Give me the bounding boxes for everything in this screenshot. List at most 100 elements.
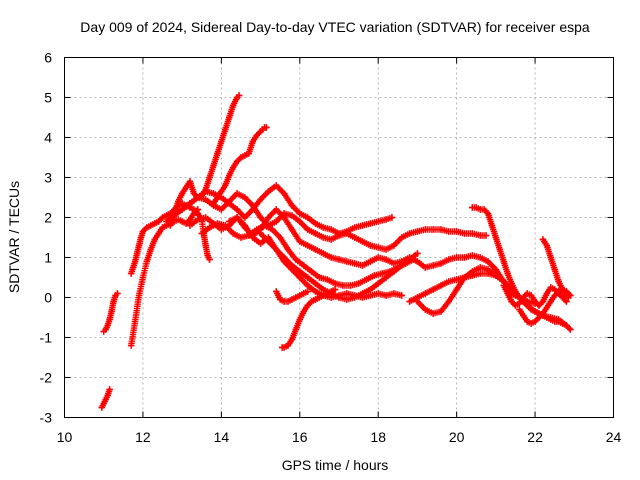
data-point	[292, 326, 300, 333]
data-point	[527, 306, 535, 313]
data-point	[284, 246, 292, 253]
y-tick-label: 6	[44, 50, 52, 66]
data-point	[312, 246, 319, 253]
data-point	[543, 304, 551, 311]
data-point	[461, 230, 468, 237]
data-point	[229, 230, 237, 237]
data-point	[304, 274, 311, 281]
data-point	[226, 198, 233, 205]
data-point	[222, 126, 229, 133]
data-point	[167, 222, 174, 229]
data-point	[237, 234, 245, 241]
data-point	[237, 154, 245, 161]
data-point	[296, 274, 303, 281]
data-point	[300, 262, 307, 269]
data-point	[222, 182, 229, 189]
series-arc-19	[500, 282, 570, 309]
data-point	[304, 214, 311, 221]
data-point	[106, 386, 113, 393]
data-point	[476, 254, 484, 261]
data-point	[375, 244, 382, 251]
data-point	[535, 314, 543, 321]
data-point	[280, 214, 288, 221]
data-point	[143, 224, 151, 231]
data-point	[371, 272, 378, 279]
data-point	[194, 194, 202, 201]
chart-title: Day 009 of 2024, Sidereal Day-to-day VTE…	[80, 19, 590, 35]
x-tick-label: 20	[449, 429, 465, 445]
data-point	[437, 308, 445, 315]
data-point	[304, 226, 311, 233]
data-point	[139, 274, 147, 281]
y-tick-label: 3	[44, 170, 52, 186]
data-point	[288, 226, 296, 233]
data-point	[175, 198, 182, 205]
data-point	[531, 318, 539, 325]
series-arc-16	[414, 264, 500, 317]
data-point	[129, 264, 137, 271]
y-tick-label: 1	[44, 250, 52, 266]
data-point	[131, 318, 139, 325]
data-point	[204, 252, 211, 259]
data-point	[355, 280, 362, 287]
data-point	[453, 228, 460, 235]
data-point	[284, 298, 292, 305]
data-point	[288, 296, 296, 303]
data-point	[367, 242, 374, 249]
data-point	[190, 210, 198, 217]
data-point	[422, 264, 429, 271]
data-point	[484, 258, 492, 265]
data-point	[398, 292, 405, 299]
data-point	[312, 280, 319, 287]
data-point	[127, 342, 135, 349]
y-axis-label: SDTVAR / TECUs	[6, 181, 22, 293]
data-point	[524, 318, 531, 325]
data-point	[331, 286, 339, 293]
x-tick-label: 16	[292, 429, 308, 445]
data-point	[524, 290, 531, 297]
data-point	[206, 224, 213, 231]
data-point	[202, 242, 209, 249]
data-point	[504, 270, 511, 277]
data-point	[276, 296, 284, 303]
data-point	[218, 188, 225, 195]
data-point	[273, 206, 280, 213]
x-tick-label: 14	[214, 429, 230, 445]
data-point	[390, 260, 398, 267]
data-point	[320, 224, 327, 231]
data-point	[347, 282, 354, 289]
data-point	[524, 302, 531, 309]
data-point	[547, 316, 554, 323]
data-point	[178, 206, 186, 213]
data-point	[229, 164, 237, 171]
data-point	[296, 292, 303, 299]
data-point	[437, 226, 445, 233]
data-point	[171, 212, 178, 219]
data-point	[484, 266, 492, 273]
data-point	[308, 298, 315, 305]
y-tick-label: 4	[44, 130, 52, 146]
x-tick-label: 18	[370, 429, 386, 445]
data-point	[320, 250, 327, 257]
data-point	[265, 188, 272, 195]
data-point	[147, 246, 154, 253]
data-point	[527, 320, 535, 327]
data-point	[265, 214, 272, 221]
data-point	[210, 202, 217, 209]
data-point	[214, 150, 221, 157]
data-point	[186, 216, 194, 223]
x-tick-label: 22	[527, 429, 543, 445]
data-point	[547, 298, 554, 305]
data-point	[543, 290, 551, 297]
data-point	[233, 158, 241, 165]
data-point	[296, 316, 303, 323]
data-point	[300, 308, 307, 315]
data-point	[504, 290, 511, 297]
data-point	[335, 294, 343, 301]
data-point	[296, 210, 303, 217]
data-point	[437, 260, 445, 267]
data-point	[276, 234, 284, 241]
plot-frame	[64, 57, 614, 418]
data-point	[304, 242, 311, 249]
data-point	[375, 280, 382, 287]
